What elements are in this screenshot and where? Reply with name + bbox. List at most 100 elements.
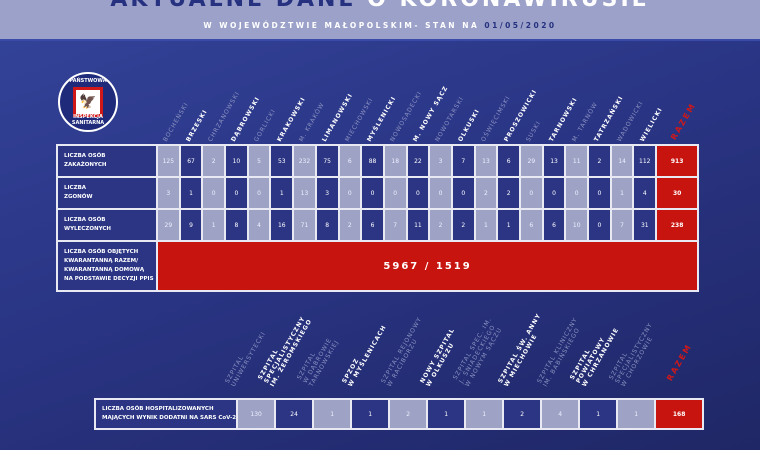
data-cell: 6 — [543, 210, 565, 240]
header-band: AKTUALNE DANE O KORONAWIRUSIE W WOJEWÓDZ… — [0, 0, 760, 41]
title-part-b: O KORONAWIRUSIE — [367, 0, 650, 12]
logo-text-bottom: INSPEKCJA SANITARNA — [71, 114, 105, 126]
subtitle: W WOJEWÓDZTWIE MAŁOPOLSKIM- STAN NA 01/0… — [0, 21, 760, 30]
data-cell: 29 — [158, 210, 179, 240]
data-cell: 10 — [566, 210, 588, 240]
data-cell: 7 — [611, 210, 633, 240]
data-cell: 88 — [362, 146, 383, 176]
data-cell: 31 — [634, 210, 656, 240]
table-row: LICZBA OSÓB ZAKAŻONYCH 125 67 2 10 5 53 232 75 6 8… — [58, 146, 698, 176]
subtitle-text: W WOJEWÓDZTWIE MAŁOPOLSKIM- STAN NA — [203, 21, 480, 30]
data-cell: 3 — [430, 146, 451, 176]
hospital-header: SZPITAL SPEC. IM. J. ŚNIADECKIEGO W NOWY… — [451, 316, 504, 388]
district-header: BRZESKI — [184, 108, 209, 143]
data-cell: 13 — [543, 146, 565, 176]
data-cell: 1 — [180, 178, 202, 208]
hospital-cell: 4 — [542, 400, 579, 428]
data-cell: 0 — [384, 178, 406, 208]
table-row: LICZBA OSÓB WYLECZONYCH 29 9 1 8 4 16 71 8 2 6 7 11 2… — [58, 210, 698, 240]
data-cell: 0 — [521, 178, 542, 208]
data-cell: 5 — [248, 146, 270, 176]
data-cell: 0 — [203, 178, 225, 208]
hospital-table: LICZBA OSÓB HOSPITALIZOWANYCH MAJĄCYCH W… — [94, 398, 705, 430]
table-row: LICZBA ZGONÓW 3 1 0 0 0 1 13 3 0 0 0 0 0 0 2 2 0 0 0 0 1 4 30 — [58, 178, 698, 208]
data-cell: 2 — [339, 210, 361, 240]
data-cell: 0 — [226, 178, 247, 208]
data-cell: 125 — [158, 146, 179, 176]
quarantine-row: LICZBA OSÓB OBJĘTYCH KWARANTANNĄ RAZEM/ … — [58, 242, 698, 290]
hospital-cell: 1 — [580, 400, 617, 428]
data-cell: 18 — [384, 146, 406, 176]
hospital-cell: 24 — [276, 400, 313, 428]
district-header: WIELICKI — [638, 106, 664, 143]
sanepid-logo: PAŃSTWOWA 🦅 INSPEKCJA SANITARNA — [58, 72, 118, 132]
row-label: LICZBA OSÓB WYLECZONYCH — [58, 210, 156, 240]
total-cell: 238 — [657, 210, 698, 240]
data-cell: 0 — [543, 178, 565, 208]
data-cell: 0 — [452, 178, 474, 208]
data-cell: 4 — [248, 210, 270, 240]
data-cell: 53 — [271, 146, 293, 176]
hospital-cell: 1 — [618, 400, 655, 428]
total-header: RAZEM — [669, 100, 698, 142]
data-cell: 2 — [589, 146, 610, 176]
data-cell: 11 — [407, 210, 429, 240]
data-cell: 75 — [316, 146, 338, 176]
title-part-a: AKTUALNE DANE — [110, 0, 356, 12]
data-cell: 8 — [226, 210, 247, 240]
data-cell: 1 — [611, 178, 633, 208]
quarantine-label: LICZBA OSÓB OBJĘTYCH KWARANTANNĄ RAZEM/ … — [58, 242, 156, 290]
data-cell: 0 — [566, 178, 588, 208]
hospital-cell: 2 — [504, 400, 541, 428]
data-cell: 71 — [294, 210, 315, 240]
data-cell: 10 — [226, 146, 247, 176]
data-cell: 2 — [430, 210, 451, 240]
data-cell: 13 — [294, 178, 315, 208]
data-cell: 0 — [407, 178, 429, 208]
quarantine-value: 5967 / 1519 — [158, 242, 698, 290]
data-cell: 2 — [498, 178, 519, 208]
data-cell: 7 — [384, 210, 406, 240]
data-cell: 22 — [407, 146, 429, 176]
data-cell: 1 — [203, 210, 225, 240]
data-cell: 1 — [271, 178, 293, 208]
data-cell: 1 — [475, 210, 497, 240]
data-cell: 2 — [452, 210, 474, 240]
data-cell: 232 — [294, 146, 315, 176]
data-cell: 3 — [316, 178, 338, 208]
eagle-icon: 🦅 — [73, 87, 103, 117]
hospital-total-cell: 168 — [656, 400, 703, 428]
data-cell: 0 — [589, 210, 610, 240]
data-cell: 11 — [566, 146, 588, 176]
date: 01/05/2020 — [484, 21, 557, 30]
data-cell: 1 — [498, 210, 519, 240]
data-cell: 7 — [452, 146, 474, 176]
data-cell: 6 — [339, 146, 361, 176]
logo-text-top: PAŃSTWOWA — [69, 78, 107, 84]
hospital-total-header: RAZEM — [665, 341, 694, 383]
data-cell: 0 — [339, 178, 361, 208]
data-cell: 0 — [248, 178, 270, 208]
district-header: SUSKI — [525, 119, 543, 143]
hospital-cell: 2 — [390, 400, 427, 428]
data-cell: 0 — [589, 178, 610, 208]
data-cell: 4 — [634, 178, 656, 208]
data-cell: 6 — [521, 210, 542, 240]
data-cell: 9 — [180, 210, 202, 240]
total-cell: 913 — [657, 146, 698, 176]
data-cell: 67 — [180, 146, 202, 176]
data-cell: 6 — [362, 210, 383, 240]
total-cell: 30 — [657, 178, 698, 208]
page-title: AKTUALNE DANE O KORONAWIRUSIE — [0, 0, 760, 12]
data-cell: 8 — [316, 210, 338, 240]
data-cell: 6 — [498, 146, 519, 176]
hospital-cell: 1 — [352, 400, 389, 428]
hospital-cell: 1 — [466, 400, 503, 428]
row-label: LICZBA ZGONÓW — [58, 178, 156, 208]
data-cell: 3 — [158, 178, 179, 208]
hospital-cell: 130 — [238, 400, 275, 428]
data-cell: 112 — [634, 146, 656, 176]
data-cell: 2 — [475, 178, 497, 208]
hospital-row-label: LICZBA OSÓB HOSPITALIZOWANYCH MAJĄCYCH W… — [96, 400, 237, 428]
row-label: LICZBA OSÓB ZAKAŻONYCH — [58, 146, 156, 176]
